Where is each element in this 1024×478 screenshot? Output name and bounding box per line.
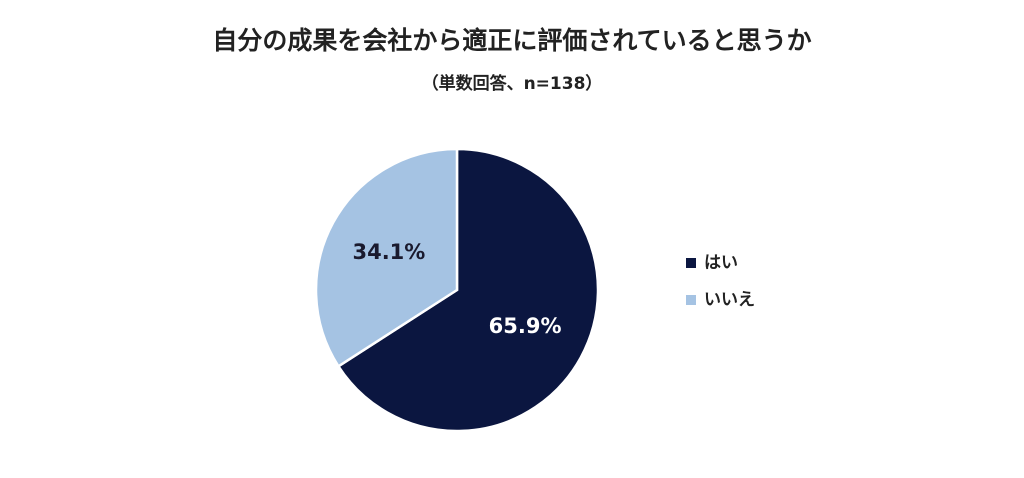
value-label: 34.1% <box>352 240 425 264</box>
chart-subtitle: （単数回答、n=138） <box>422 73 603 94</box>
legend-marker <box>686 258 696 268</box>
chart-title: 自分の成果を会社から適正に評価されていると思うか <box>212 26 811 55</box>
pie-slice <box>314 147 459 369</box>
legend-label: いいえ <box>704 290 755 310</box>
pie-slice <box>336 147 600 433</box>
value-label: 65.9% <box>489 314 562 338</box>
legend-label: はい <box>704 253 738 273</box>
legend-marker <box>686 295 696 305</box>
